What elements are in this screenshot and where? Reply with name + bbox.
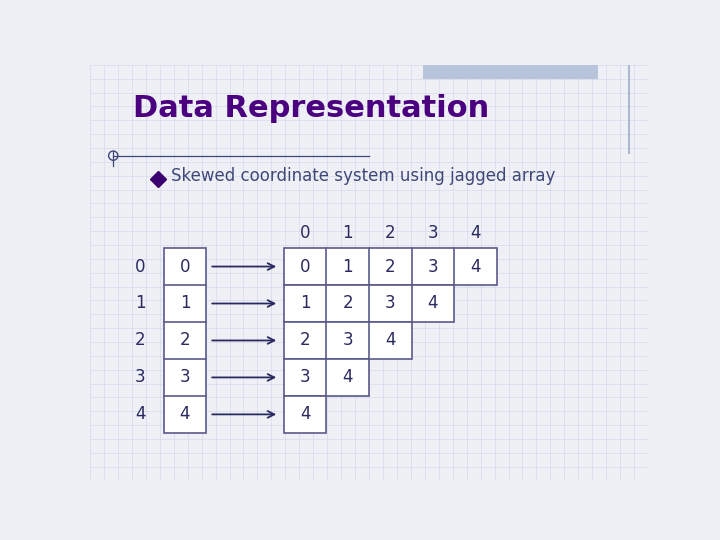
Text: 3: 3 — [300, 368, 310, 387]
Text: 4: 4 — [428, 294, 438, 313]
Text: 3: 3 — [135, 368, 145, 387]
Text: 2: 2 — [343, 294, 353, 313]
Text: 1: 1 — [300, 294, 310, 313]
Text: 4: 4 — [343, 368, 353, 387]
Text: 1: 1 — [343, 258, 353, 275]
Text: 1: 1 — [179, 294, 190, 313]
Text: 3: 3 — [179, 368, 190, 387]
Bar — [284, 322, 412, 359]
Bar — [284, 248, 497, 285]
Text: 0: 0 — [300, 258, 310, 275]
Text: 4: 4 — [470, 258, 481, 275]
Bar — [284, 396, 326, 433]
Text: 3: 3 — [428, 258, 438, 275]
Text: Data Representation: Data Representation — [132, 94, 489, 123]
Text: 1: 1 — [343, 224, 353, 242]
Bar — [284, 359, 369, 396]
Text: 2: 2 — [385, 224, 395, 242]
Bar — [284, 285, 454, 322]
Text: 2: 2 — [300, 332, 310, 349]
Text: 4: 4 — [180, 406, 190, 423]
Text: 1: 1 — [135, 294, 145, 313]
Text: 4: 4 — [385, 332, 395, 349]
Text: 0: 0 — [300, 224, 310, 242]
Text: 2: 2 — [385, 258, 395, 275]
Text: 0: 0 — [180, 258, 190, 275]
Text: 3: 3 — [428, 224, 438, 242]
Text: 2: 2 — [179, 332, 190, 349]
Bar — [423, 65, 598, 79]
Text: Skewed coordinate system using jagged array: Skewed coordinate system using jagged ar… — [171, 167, 556, 185]
Text: 0: 0 — [135, 258, 145, 275]
Bar — [163, 248, 206, 433]
Text: 4: 4 — [300, 406, 310, 423]
Text: 2: 2 — [135, 332, 145, 349]
Text: 4: 4 — [470, 224, 481, 242]
Text: 4: 4 — [135, 406, 145, 423]
Text: 3: 3 — [343, 332, 353, 349]
Text: 3: 3 — [385, 294, 395, 313]
